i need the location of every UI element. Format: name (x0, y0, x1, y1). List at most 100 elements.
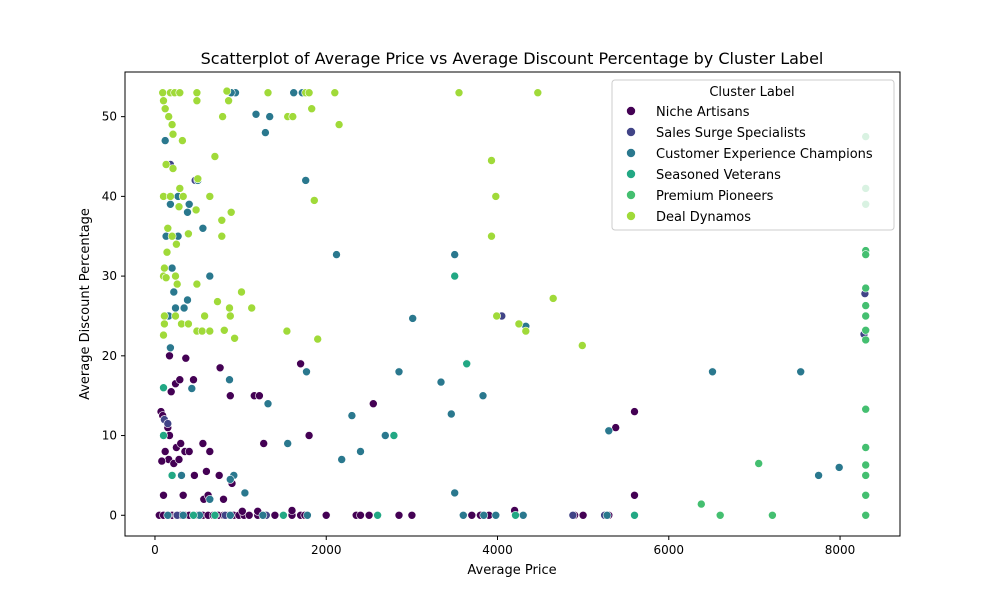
y-axis-label: Average Discount Percentage (78, 208, 93, 400)
data-point-niche-artisans (368, 399, 378, 409)
data-point-premium-pioneers (861, 490, 871, 500)
data-point-premium-pioneers (861, 283, 871, 293)
data-point-deal-dynamos (192, 88, 202, 97)
data-point-niche-artisans (259, 439, 269, 448)
data-point-deal-dynamos (191, 205, 201, 215)
data-point-premium-pioneers (715, 510, 725, 520)
data-point-customer-experience-champions (380, 431, 390, 440)
data-point-customer-experience-champions (263, 399, 273, 409)
data-point-niche-artisans (270, 510, 280, 520)
data-point-customer-experience-champions (436, 377, 446, 387)
data-point-premium-pioneers (768, 510, 777, 520)
data-point-deal-dynamos (487, 156, 496, 165)
legend-label-niche-artisans: Niche Artisans (656, 105, 750, 120)
data-point-deal-dynamos (224, 96, 233, 105)
data-point-deal-dynamos (174, 202, 184, 211)
data-point-seasoned-veterans (210, 510, 220, 520)
data-point-customer-experience-champions (187, 384, 197, 393)
data-point-deal-dynamos (167, 120, 177, 129)
data-point-customer-experience-champions (479, 510, 489, 520)
data-point-customer-experience-champions (301, 176, 311, 185)
data-point-deal-dynamos (521, 326, 531, 336)
data-point-niche-artisans (205, 447, 215, 456)
data-point-deal-dynamos (172, 239, 181, 249)
data-point-customer-experience-champions (303, 510, 312, 520)
data-point-deal-dynamos (288, 112, 298, 121)
data-point-customer-experience-champions (226, 475, 235, 484)
data-point-niche-artisans (181, 353, 191, 363)
data-point-premium-pioneers (861, 471, 871, 480)
data-point-niche-artisans (287, 506, 297, 515)
data-point-customer-experience-champions (261, 128, 270, 137)
data-point-deal-dynamos (577, 341, 587, 350)
data-point-customer-experience-champions (258, 510, 268, 520)
data-point-premium-pioneers (861, 460, 871, 470)
data-point-deal-dynamos (161, 160, 171, 169)
data-point-deal-dynamos (491, 192, 501, 201)
legend-label-premium-pioneers: Premium Pioneers (656, 189, 774, 204)
data-point-deal-dynamos (226, 311, 235, 321)
data-point-customer-experience-champions (814, 471, 823, 480)
data-point-deal-dynamos (162, 247, 172, 257)
data-point-niche-artisans (244, 510, 254, 520)
data-point-deal-dynamos (213, 297, 222, 306)
data-point-deal-dynamos (282, 326, 292, 336)
data-point-seasoned-veterans (167, 471, 177, 480)
data-point-deal-dynamos (205, 326, 215, 336)
data-point-niche-artisans (407, 510, 417, 520)
data-point-deal-dynamos (237, 287, 246, 297)
data-point-deal-dynamos (487, 231, 496, 241)
data-point-premium-pioneers (861, 301, 871, 310)
data-point-niche-artisans (255, 391, 264, 401)
data-point-deal-dynamos (205, 192, 215, 201)
data-point-deal-dynamos (158, 88, 167, 97)
data-point-niche-artisans (356, 510, 365, 520)
data-point-deal-dynamos (334, 120, 344, 129)
y-tick-label: 40 (102, 189, 117, 203)
legend-marker-customer-experience-champions (626, 148, 636, 158)
data-point-deal-dynamos (304, 88, 314, 97)
points-layer (155, 86, 871, 520)
data-point-deal-dynamos (160, 311, 169, 321)
data-point-seasoned-veterans (279, 510, 288, 520)
data-point-premium-pioneers (861, 335, 871, 345)
data-point-deal-dynamos (217, 216, 227, 225)
data-point-customer-experience-champions (450, 488, 460, 498)
data-point-niche-artisans (159, 490, 168, 500)
chart-title: Scatterplot of Average Price vs Average … (201, 49, 824, 68)
data-point-deal-dynamos (220, 325, 229, 335)
data-point-niche-artisans (394, 510, 404, 520)
y-tick-label: 0 (109, 508, 117, 522)
data-point-deal-dynamos (178, 136, 187, 145)
data-point-niche-artisans (157, 456, 167, 466)
data-point-niche-artisans (189, 375, 198, 385)
data-point-deal-dynamos (168, 129, 178, 139)
data-point-customer-experience-champions (302, 367, 311, 377)
data-point-customer-experience-champions (171, 303, 180, 313)
data-point-premium-pioneers (861, 443, 871, 452)
data-point-deal-dynamos (247, 303, 256, 313)
legend-items: Niche Artisans Sales Surge Specialists Cus… (626, 105, 873, 225)
data-point-niche-artisans (611, 423, 621, 432)
data-point-deal-dynamos (192, 96, 202, 105)
data-point-customer-experience-champions (708, 367, 717, 377)
data-point-seasoned-veterans (189, 510, 198, 520)
legend-marker-premium-pioneers (626, 190, 636, 200)
data-point-deal-dynamos (222, 86, 232, 96)
data-point-premium-pioneers (861, 250, 871, 259)
data-point-niche-artisans (578, 510, 588, 520)
data-point-deal-dynamos (263, 88, 273, 97)
data-point-niche-artisans (630, 490, 639, 500)
x-tick-label: 0 (151, 543, 159, 557)
data-point-deal-dynamos (171, 271, 180, 281)
data-point-customer-experience-champions (491, 510, 501, 520)
data-point-deal-dynamos (454, 88, 464, 97)
data-point-seasoned-veterans (389, 431, 399, 440)
data-point-seasoned-veterans (373, 510, 382, 520)
data-point-customer-experience-champions (240, 488, 250, 498)
data-point-deal-dynamos (184, 229, 193, 239)
data-point-customer-experience-champions (450, 250, 460, 259)
legend-box (611, 79, 895, 231)
data-point-deal-dynamos (307, 104, 317, 113)
